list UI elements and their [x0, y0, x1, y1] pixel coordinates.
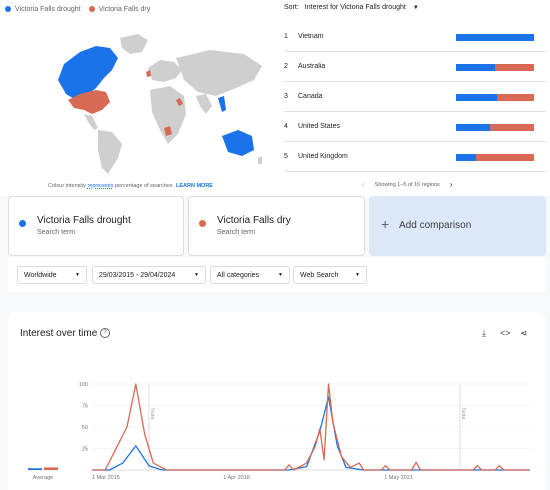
drought-share: [456, 154, 477, 161]
note-label: Note: [149, 408, 155, 420]
date-filter[interactable]: 29/03/2015 - 29/04/2024 ▼: [92, 266, 206, 284]
region-row[interactable]: 5 United Kingdom: [284, 142, 546, 172]
term-card-drought[interactable]: Victoria Falls drought Search term: [8, 196, 184, 256]
map-caption-prefix: Colour intensity: [48, 183, 86, 189]
y-tick-label: 75: [82, 404, 88, 410]
y-tick-label: 50: [82, 425, 88, 431]
region-name: United States: [298, 123, 341, 130]
embed-icon[interactable]: <>: [500, 328, 511, 338]
term-type: Search term: [217, 229, 256, 236]
interest-chart: 100 75 50 25 Note Note 1 Mar 2015 1 Apr 2018 1 M…: [28, 382, 530, 481]
drought-share: [456, 124, 491, 131]
prev-page-icon[interactable]: ‹: [362, 180, 365, 189]
region-name: Canada: [298, 93, 323, 100]
y-tick-label: 100: [79, 382, 88, 388]
drought-legend-label: Victoria Falls drought: [15, 5, 81, 13]
sort-dropdown-icon: ▼: [412, 4, 419, 11]
map-legend: Victoria Falls drought Victoria Falls dr…: [0, 0, 270, 18]
average-bar: [28, 468, 42, 470]
dropdown-icon: ▼: [75, 272, 80, 278]
region-name: Australia: [298, 63, 326, 70]
sort-value: Interest for Victoria Falls drought: [304, 4, 406, 11]
dry-share: [476, 154, 534, 161]
iot-title: Interest over time: [20, 328, 98, 339]
dropdown-icon: ▼: [355, 272, 360, 278]
dropdown-icon: ▼: [194, 272, 199, 278]
y-tick-label: 25: [82, 447, 88, 453]
region-row[interactable]: 4 United States: [284, 112, 546, 142]
average-bar: [44, 467, 58, 470]
x-tick-label: 1 Mar 2015: [92, 475, 120, 481]
dry-color-dot: [199, 220, 206, 227]
category-filter-label: All categories: [217, 271, 260, 279]
add-comparison-label: Add comparison: [399, 220, 472, 231]
term-name: Victoria Falls dry: [217, 215, 291, 226]
world-map[interactable]: [0, 18, 270, 178]
region-share-bar: [456, 154, 534, 161]
world-map-panel: Colour intensity represents percentage o…: [0, 18, 270, 196]
dry-legend-dot: [88, 6, 95, 12]
download-icon[interactable]: ⤓: [482, 328, 486, 338]
region-name: Vietnam: [298, 33, 324, 40]
dropdown-icon: ▼: [278, 272, 283, 278]
regions-panel: Sort: Interest for Victoria Falls drough…: [270, 0, 550, 196]
region-share-bar: [456, 64, 534, 71]
dry-share: [496, 94, 534, 101]
region-rank: 3: [284, 93, 288, 100]
average-label: Average: [33, 475, 53, 481]
region-filter-label: Worldwide: [24, 271, 57, 279]
region-rank: 5: [284, 153, 288, 160]
help-icon[interactable]: ?: [100, 328, 110, 338]
series-line-1: [92, 383, 530, 471]
category-filter[interactable]: All categories ▼: [210, 266, 290, 284]
region-rank: 4: [284, 123, 288, 130]
region-row[interactable]: 3 Canada: [284, 82, 546, 112]
canada-region: [58, 46, 118, 100]
drought-legend-dot: [5, 6, 11, 12]
term-type: Search term: [37, 229, 76, 236]
share-icon[interactable]: ⋖: [520, 328, 528, 338]
note-label: Note: [460, 408, 466, 420]
map-caption-link[interactable]: represents: [87, 183, 114, 189]
x-tick-label: 1 Apr 2018: [223, 475, 250, 481]
region-name: United Kingdom: [298, 153, 348, 160]
region-share-bar: [456, 124, 534, 131]
drought-color-dot: [19, 220, 26, 227]
filter-bar: Worldwide ▼ 29/03/2015 - 29/04/2024 ▼ All …: [8, 258, 546, 292]
dry-share: [495, 64, 534, 71]
next-page-icon[interactable]: ›: [449, 180, 453, 189]
pager-label: Showing 1–5 of 16 regions: [374, 181, 440, 188]
region-share-bar: [456, 94, 534, 101]
dry-legend-label: Victoria Falls dry: [98, 5, 151, 13]
region-filter[interactable]: Worldwide ▼: [17, 266, 87, 284]
drought-share: [456, 94, 497, 101]
term-card-dry[interactable]: Victoria Falls dry Search term: [188, 196, 365, 256]
add-comparison-button[interactable]: + Add comparison: [369, 196, 546, 256]
date-filter-label: 29/03/2015 - 29/04/2024: [99, 271, 176, 279]
drought-share: [456, 64, 495, 71]
region-rank: 1: [284, 33, 288, 40]
sort-label: Sort:: [284, 4, 299, 11]
plus-icon: +: [381, 216, 390, 232]
x-tick-label: 1 May 2021: [384, 475, 413, 481]
search-type-filter-label: Web Search: [300, 271, 339, 279]
usa-region: [68, 90, 110, 114]
region-share-bar: [456, 34, 534, 41]
search-type-filter[interactable]: Web Search ▼: [293, 266, 367, 284]
region-pager: ‹ Showing 1–5 of 16 regions ›: [362, 180, 452, 189]
region-row[interactable]: 2 Australia: [284, 52, 546, 82]
map-caption-suffix: percentage of searches: [114, 183, 173, 189]
term-name: Victoria Falls drought: [37, 215, 131, 226]
interest-over-time-panel: Interest over time ? ⤓ <> ⋖ 100 75 50 25 Not…: [8, 312, 546, 490]
region-rank: 2: [284, 63, 288, 70]
region-row[interactable]: 1 Vietnam: [284, 22, 546, 52]
dry-share: [490, 124, 534, 131]
map-caption: Colour intensity represents percentage o…: [48, 183, 213, 189]
sort-selector[interactable]: Sort: Interest for Victoria Falls drough…: [284, 4, 419, 11]
learn-more-link[interactable]: LEARN MORE: [176, 183, 213, 189]
drought-share: [456, 34, 534, 41]
